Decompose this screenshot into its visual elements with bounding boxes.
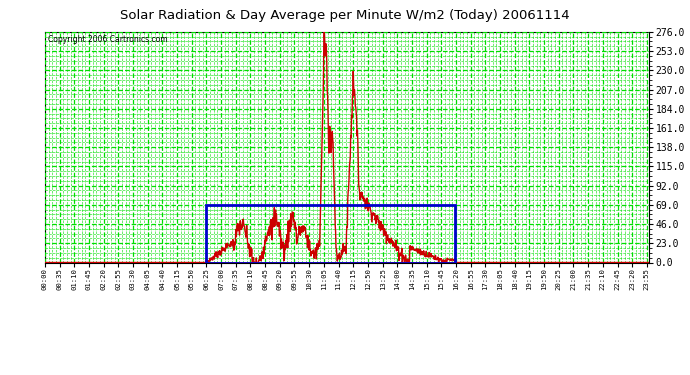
- Text: Copyright 2006 Cartronics.com: Copyright 2006 Cartronics.com: [48, 35, 168, 44]
- Bar: [206, 205, 455, 262]
- Text: Solar Radiation & Day Average per Minute W/m2 (Today) 20061114: Solar Radiation & Day Average per Minute…: [120, 9, 570, 22]
